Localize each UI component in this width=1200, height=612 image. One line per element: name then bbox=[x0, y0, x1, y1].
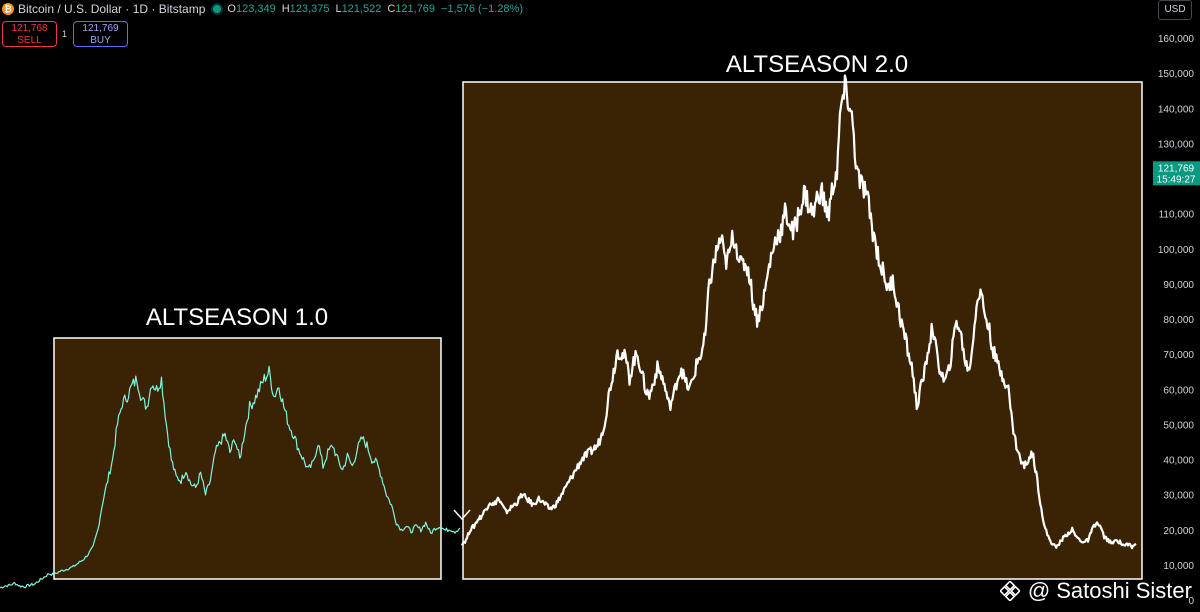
sell-label: SELL bbox=[17, 35, 42, 46]
altseason-box bbox=[462, 81, 1143, 580]
y-tick-label: 30,000 bbox=[1163, 491, 1194, 502]
buy-price: 121,769 bbox=[82, 23, 119, 34]
quantity-value[interactable]: 1 bbox=[62, 29, 68, 39]
y-tick-label: 80,000 bbox=[1163, 315, 1194, 326]
ohlc-low: L121,522 bbox=[335, 3, 382, 15]
buy-button[interactable]: 121,769 BUY bbox=[73, 21, 128, 47]
altseason-box bbox=[53, 337, 442, 580]
price-tag-time: 15:49:27 bbox=[1157, 174, 1196, 185]
altseason-label: ALTSEASON 2.0 bbox=[726, 51, 908, 78]
ohlc-open: O123,349 bbox=[227, 3, 276, 15]
y-tick-label: 140,000 bbox=[1158, 104, 1195, 115]
y-tick-label: 60,000 bbox=[1163, 385, 1194, 396]
price-tag-background bbox=[1153, 161, 1200, 186]
chevron-down-icon bbox=[453, 509, 471, 521]
sell-button[interactable]: 121,768 SELL bbox=[2, 21, 57, 47]
ohlc-high: H123,375 bbox=[281, 3, 330, 15]
symbol-title[interactable]: Bitcoin / U.S. Dollar · 1D · Bitstamp bbox=[18, 2, 206, 16]
chart-header: ₿ Bitcoin / U.S. Dollar · 1D · Bitstamp … bbox=[0, 0, 529, 18]
price-tag-value: 121,769 bbox=[1158, 163, 1195, 174]
y-tick-label: 40,000 bbox=[1163, 456, 1194, 467]
y-tick-label: 70,000 bbox=[1163, 350, 1194, 361]
y-tick-label: 150,000 bbox=[1158, 69, 1195, 80]
ohlc-change: −1,576 (−1.28%) bbox=[441, 3, 523, 15]
y-tick-label: 100,000 bbox=[1158, 245, 1195, 256]
currency-selector[interactable]: USD bbox=[1158, 0, 1192, 20]
y-tick-label: 20,000 bbox=[1163, 526, 1194, 537]
altseason-1-price-line bbox=[0, 365, 461, 589]
y-tick-label: 90,000 bbox=[1163, 280, 1194, 291]
y-tick-label: 0 bbox=[1188, 596, 1194, 607]
bitcoin-icon: ₿ bbox=[2, 3, 14, 15]
buy-label: BUY bbox=[90, 35, 111, 46]
price-lines bbox=[0, 74, 1137, 589]
price-axis[interactable]: 0 10,000 20,000 30,000 40,000 50,000 60,000 70,… bbox=[1158, 34, 1195, 607]
watermark-text: @ Satoshi Sister bbox=[1027, 578, 1192, 603]
altseason-label: ALTSEASON 1.0 bbox=[146, 304, 328, 331]
y-tick-label: 10,000 bbox=[1163, 561, 1194, 572]
watermark: @ Satoshi Sister bbox=[999, 578, 1192, 604]
binance-icon bbox=[999, 581, 1020, 601]
annotation-boxes: ALTSEASON 1.0 ALTSEASON 2.0 bbox=[53, 51, 1143, 580]
y-tick-label: 50,000 bbox=[1163, 420, 1194, 431]
y-tick-label: 160,000 bbox=[1158, 34, 1195, 45]
altseason-2-price-line bbox=[460, 74, 1137, 550]
sell-price: 121,768 bbox=[11, 23, 48, 34]
ohlc-close: C121,769 bbox=[387, 3, 436, 15]
market-status-icon bbox=[213, 5, 222, 13]
y-tick-label: 110,000 bbox=[1159, 210, 1195, 221]
y-tick-label: 130,000 bbox=[1158, 139, 1195, 150]
